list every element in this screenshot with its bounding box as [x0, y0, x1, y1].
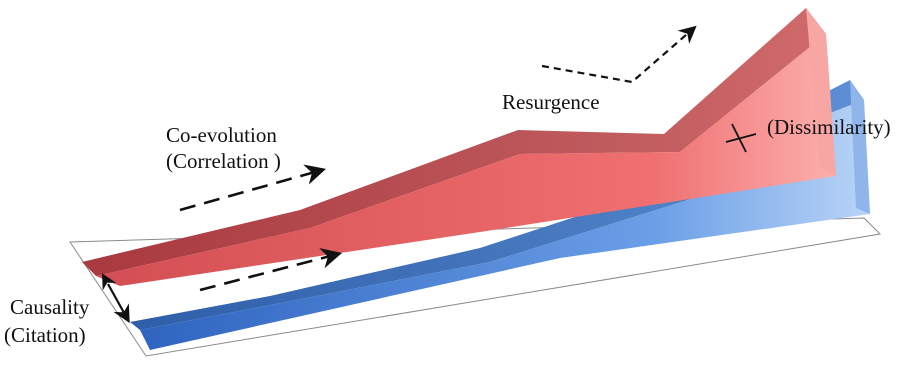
resurgence-label: Resurgence	[502, 90, 600, 114]
red-band-front	[96, 34, 836, 286]
red-band	[82, 8, 836, 286]
cross-mark-icon	[725, 123, 757, 153]
coevolution-label: Co-evolution	[166, 123, 277, 147]
dashed-arrow-icon	[179, 164, 327, 212]
citation-label: (Citation)	[4, 323, 86, 347]
blue-band-end	[850, 80, 870, 214]
correlation-label: (Correlation )	[166, 149, 281, 173]
red-band-top	[82, 8, 826, 276]
causality-label: Causality	[10, 295, 90, 319]
red-band-end	[806, 8, 836, 176]
dissimilarity-label: (Dissimilarity)	[767, 115, 891, 139]
blue-band-front	[140, 100, 870, 350]
double-arrow-icon	[102, 273, 130, 324]
blue-band	[130, 80, 870, 350]
dashed-arrow-icon	[541, 25, 697, 84]
